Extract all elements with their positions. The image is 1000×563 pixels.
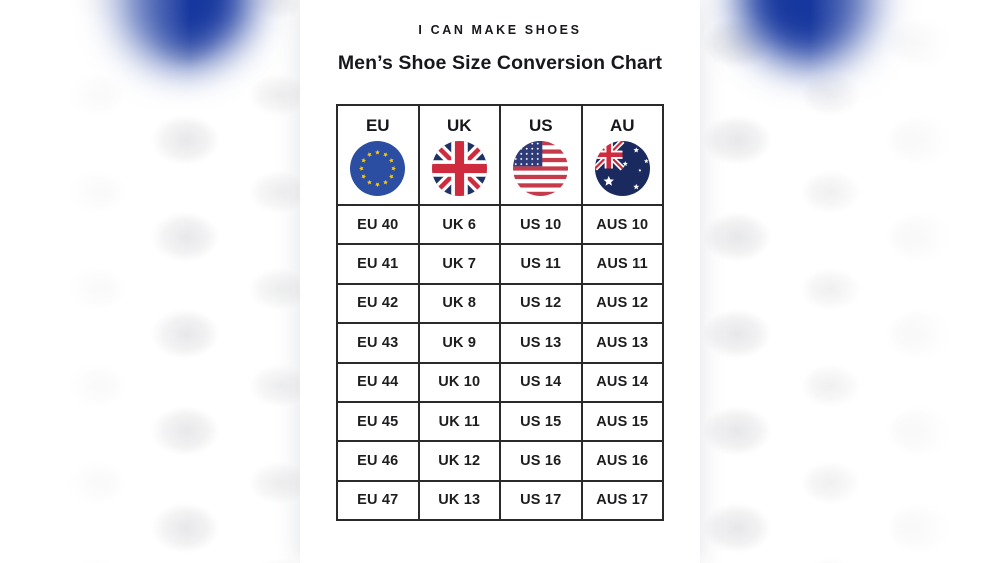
size-cell: US 11 [499, 243, 583, 285]
column-header-uk: UK [417, 104, 501, 206]
size-cell: UK 8 [417, 282, 501, 325]
size-cell: EU 47 [336, 479, 420, 522]
size-cell: UK 9 [417, 322, 501, 364]
size-cell: AUS 17 [580, 479, 664, 522]
table-row: EU 47 UK 13 US 17 AUS 17 [336, 479, 664, 522]
column-label-uk: UK [446, 116, 472, 135]
size-cell: UK 7 [417, 243, 501, 285]
conversion-table: EU [336, 104, 664, 522]
table-row: EU 46 UK 12 US 16 AUS 16 [336, 440, 664, 482]
size-cell: UK 6 [417, 203, 501, 246]
uk-flag-icon [431, 141, 487, 196]
size-cell: US 14 [499, 361, 583, 403]
size-cell: UK 10 [417, 361, 501, 403]
size-cell: AUS 12 [580, 282, 664, 325]
size-cell: AUS 16 [580, 440, 664, 482]
brand-title: I CAN MAKE SHOES [418, 23, 582, 37]
flyer-card: I CAN MAKE SHOES Men’s Shoe Size Convers… [300, 0, 700, 563]
size-cell: AUS 11 [580, 243, 664, 285]
size-cell: UK 12 [417, 440, 501, 482]
size-cell: UK 13 [417, 479, 501, 522]
column-header-au: AU [580, 104, 664, 206]
column-header-us: US [499, 104, 583, 206]
size-cell: UK 11 [417, 400, 501, 443]
column-label-us: US [528, 116, 553, 135]
size-cell: EU 41 [336, 243, 420, 285]
size-cell: AUS 10 [580, 203, 664, 246]
size-cell: US 17 [499, 479, 583, 522]
size-cell: EU 43 [336, 322, 420, 364]
table-row: EU 45 UK 11 US 15 AUS 15 [336, 400, 664, 443]
eu-flag-icon [350, 141, 406, 196]
size-cell: AUS 13 [580, 322, 664, 364]
size-cell: AUS 14 [580, 361, 664, 403]
page-title: Men’s Shoe Size Conversion Chart [337, 52, 663, 74]
size-cell: EU 42 [336, 282, 420, 325]
column-label-eu: EU [365, 116, 390, 135]
column-header-eu: EU [336, 104, 420, 206]
size-cell: EU 44 [336, 361, 420, 403]
size-cell: US 15 [499, 400, 583, 443]
size-cell: US 16 [499, 440, 583, 482]
header-row: EU [336, 104, 664, 206]
table-row: EU 43 UK 9 US 13 AUS 13 [336, 322, 664, 364]
table-row: EU 40 UK 6 US 10 AUS 10 [336, 203, 664, 246]
size-cell: US 12 [499, 282, 583, 325]
au-flag-icon [594, 141, 650, 196]
size-cell: EU 46 [336, 440, 420, 482]
size-cell: AUS 15 [580, 400, 664, 443]
table-row: EU 41 UK 7 US 11 AUS 11 [336, 243, 664, 285]
us-flag-icon [513, 141, 569, 196]
table-row: EU 44 UK 10 US 14 AUS 14 [336, 361, 664, 403]
size-cell: US 13 [499, 322, 583, 364]
column-label-au: AU [609, 116, 635, 135]
size-cell: US 10 [499, 203, 583, 246]
size-cell: EU 45 [336, 400, 420, 443]
table-row: EU 42 UK 8 US 12 AUS 12 [336, 282, 664, 325]
size-cell: EU 40 [336, 203, 420, 246]
